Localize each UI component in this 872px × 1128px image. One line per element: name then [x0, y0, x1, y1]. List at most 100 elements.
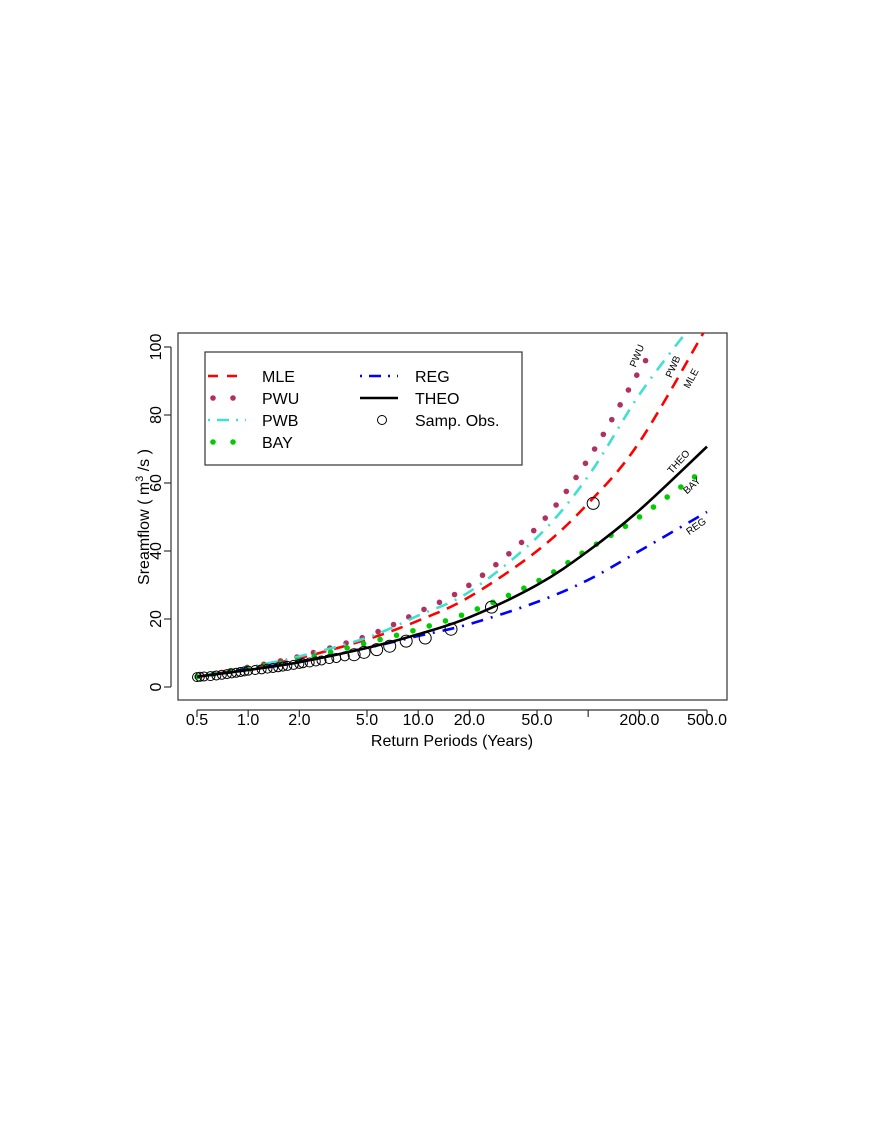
- y-axis-label: Sreamflow ( m3 /s ): [134, 449, 153, 585]
- y-tick-label: 40: [148, 542, 165, 560]
- sample-observation-point: [221, 669, 232, 680]
- series-bay-point: [650, 504, 657, 510]
- sample-observation-point: [194, 671, 205, 682]
- series-pwu-point: [608, 416, 615, 423]
- legend-label: PWU: [262, 391, 299, 408]
- series-pwu-point: [633, 372, 640, 378]
- sample-observation-point: [239, 666, 250, 677]
- series-bay-point: [360, 640, 367, 647]
- legend-symbol-samp-obs: [377, 415, 387, 425]
- sample-observation-point: [205, 671, 216, 682]
- series-pwu-point: [451, 591, 458, 598]
- series-pwu-point: [530, 527, 537, 534]
- series-bay-point: [678, 484, 684, 490]
- sample-observation-point: [304, 657, 315, 668]
- series-pwu-point: [493, 561, 499, 568]
- legend-symbol-pwu: [230, 395, 236, 401]
- series-pwu-point: [542, 515, 549, 521]
- x-tick-label: 2.0: [288, 712, 310, 729]
- series-pwu-point: [600, 431, 607, 438]
- series-pwu-point: [390, 621, 397, 628]
- legend-label: BAY: [262, 435, 293, 452]
- series-bay-point: [442, 618, 449, 624]
- series-bay-point: [521, 585, 527, 592]
- legend-label: Samp. Obs.: [415, 413, 499, 430]
- sample-observation-point: [243, 665, 254, 676]
- sample-observation-point: [399, 634, 413, 648]
- y-tick-label: 80: [148, 406, 165, 424]
- sample-observation-point: [357, 645, 371, 659]
- series-pwu-point: [436, 599, 443, 606]
- sample-observation-point: [216, 669, 227, 680]
- curve-end-label: MLE: [682, 367, 702, 391]
- x-tick-label: 20.0: [454, 712, 485, 729]
- x-tick-label: 0.5: [186, 712, 208, 729]
- sample-observation-point: [256, 664, 267, 675]
- sample-observation-point: [211, 670, 222, 681]
- sample-observation-point: [288, 659, 299, 670]
- sample-observation-point: [268, 662, 279, 673]
- series-pwu-point: [518, 539, 525, 546]
- series-bay-point: [426, 623, 433, 629]
- legend-label: THEO: [415, 391, 459, 408]
- series-pwu-point: [553, 502, 559, 508]
- legend-label: MLE: [262, 369, 295, 386]
- curve-end-label: PWU: [628, 343, 647, 369]
- x-tick-label: 1.0: [237, 712, 259, 729]
- sample-observation-point: [370, 643, 384, 657]
- x-tick-label: 10.0: [403, 712, 434, 729]
- series-bay-point: [505, 592, 512, 599]
- series-bay-point: [474, 606, 481, 612]
- sample-observation-point: [294, 658, 305, 669]
- sample-observation-point: [273, 662, 284, 673]
- sample-observation-point: [192, 672, 202, 683]
- series-pwu-point: [582, 460, 589, 467]
- sample-observation-point: [331, 653, 342, 664]
- series-pwu-point: [573, 474, 579, 481]
- series-pwu-point: [625, 387, 632, 393]
- series-bay-point: [327, 649, 334, 656]
- series-bay-point: [410, 627, 416, 634]
- legend-label: PWB: [262, 413, 298, 430]
- y-tick-label: 0: [148, 682, 165, 691]
- series-bay-point: [664, 494, 670, 500]
- series-bay-point: [377, 636, 383, 643]
- series-pwu-point: [617, 402, 623, 408]
- series-bay-point: [393, 632, 400, 639]
- series-pwu-point: [563, 488, 570, 495]
- curve-end-label: REG: [685, 516, 709, 538]
- sample-observation-point: [383, 639, 397, 653]
- series-pwu-point: [591, 446, 598, 452]
- curve-end-label: BAY: [681, 475, 703, 496]
- x-tick-label: 500.0: [687, 712, 727, 729]
- series-bay-point: [691, 474, 698, 480]
- series-pwu-point: [421, 606, 427, 613]
- x-tick-label: 200.0: [619, 712, 659, 729]
- y-tick-label: 20: [148, 610, 165, 628]
- x-tick-label: 50.0: [521, 712, 552, 729]
- y-axis-label-superscript: 3: [134, 476, 146, 482]
- sample-observation-point: [262, 663, 273, 674]
- legend-symbol-bay: [230, 439, 236, 445]
- legend-box: [204, 351, 523, 466]
- sample-observation-point: [485, 600, 499, 614]
- legend-label: REG: [415, 369, 450, 386]
- series-pwu-point: [466, 582, 472, 589]
- curve-end-label: PWB: [664, 354, 683, 380]
- legend-symbol-bay: [210, 439, 216, 445]
- sample-observation-point: [444, 622, 458, 636]
- series-bay-point: [458, 612, 465, 619]
- series-pwu-point: [479, 572, 486, 579]
- series-bay-point: [636, 514, 643, 520]
- sample-observation-point: [310, 656, 321, 667]
- sample-observation-point: [316, 655, 327, 666]
- y-tick-label: 100: [148, 334, 165, 361]
- series-pwu-point: [506, 550, 512, 557]
- sample-observation-point: [586, 496, 600, 510]
- sample-observation-point: [199, 671, 210, 682]
- x-tick-label: 5.0: [356, 712, 378, 729]
- sample-observation-point: [250, 665, 261, 675]
- sample-observation-point: [418, 631, 432, 645]
- sample-observation-point: [226, 668, 237, 679]
